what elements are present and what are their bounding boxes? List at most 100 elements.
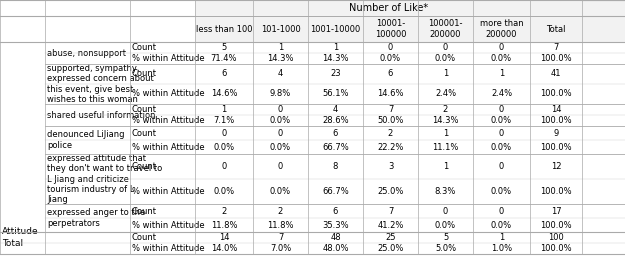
Text: 56.1%: 56.1% xyxy=(322,90,349,98)
Text: 1: 1 xyxy=(499,70,504,78)
Text: 0.0%: 0.0% xyxy=(270,142,291,152)
Text: 7: 7 xyxy=(278,233,283,242)
Text: Count: Count xyxy=(132,129,157,138)
Text: Count: Count xyxy=(132,162,157,171)
Text: 71.4%: 71.4% xyxy=(211,54,238,63)
Text: 0.0%: 0.0% xyxy=(491,221,512,230)
Text: 4: 4 xyxy=(278,70,283,78)
Text: 0: 0 xyxy=(221,129,227,138)
Text: 100.0%: 100.0% xyxy=(540,142,572,152)
Bar xyxy=(473,16,530,42)
Text: 6: 6 xyxy=(332,207,338,215)
Text: 2: 2 xyxy=(443,105,448,114)
Text: expressed anger to the
perpetrators: expressed anger to the perpetrators xyxy=(47,208,145,228)
Text: 4: 4 xyxy=(333,105,338,114)
Text: % within Attitude: % within Attitude xyxy=(132,244,204,253)
Text: 2: 2 xyxy=(221,207,227,215)
Text: 25: 25 xyxy=(385,233,396,242)
Text: 48.0%: 48.0% xyxy=(322,244,349,253)
Bar xyxy=(253,16,308,42)
Text: 100: 100 xyxy=(548,233,564,242)
Text: 5.0%: 5.0% xyxy=(435,244,456,253)
Text: 2.4%: 2.4% xyxy=(435,90,456,98)
Text: 0: 0 xyxy=(443,207,448,215)
Text: 7: 7 xyxy=(553,43,559,52)
Text: 1: 1 xyxy=(333,43,338,52)
Text: 7: 7 xyxy=(388,207,393,215)
Text: Total: Total xyxy=(2,238,23,247)
Text: 66.7%: 66.7% xyxy=(322,187,349,196)
Text: 14: 14 xyxy=(219,233,229,242)
Text: % within Attitude: % within Attitude xyxy=(132,187,204,196)
Text: 0.0%: 0.0% xyxy=(380,54,401,63)
Text: 11.1%: 11.1% xyxy=(432,142,459,152)
Text: 9.8%: 9.8% xyxy=(270,90,291,98)
Text: 6: 6 xyxy=(221,70,227,78)
Text: 28.6%: 28.6% xyxy=(322,116,349,125)
Text: 1: 1 xyxy=(443,70,448,78)
Text: Number of Like*: Number of Like* xyxy=(349,3,428,13)
Text: 0.0%: 0.0% xyxy=(491,142,512,152)
Text: 1: 1 xyxy=(443,129,448,138)
Text: 3: 3 xyxy=(388,162,393,171)
Text: 66.7%: 66.7% xyxy=(322,142,349,152)
Text: 0.0%: 0.0% xyxy=(270,187,291,196)
Text: 14.0%: 14.0% xyxy=(211,244,238,253)
Text: 100.0%: 100.0% xyxy=(540,244,572,253)
Text: 1001-10000: 1001-10000 xyxy=(311,24,361,33)
Text: 25.0%: 25.0% xyxy=(378,187,404,196)
Text: Count: Count xyxy=(132,70,157,78)
Text: 0: 0 xyxy=(499,43,504,52)
Text: 0: 0 xyxy=(278,129,283,138)
Text: 12: 12 xyxy=(551,162,561,171)
Text: more than
200000: more than 200000 xyxy=(480,19,523,39)
Text: 6: 6 xyxy=(388,70,393,78)
Text: 0.0%: 0.0% xyxy=(270,116,291,125)
Text: shared useful information: shared useful information xyxy=(47,110,156,119)
Text: Count: Count xyxy=(132,43,157,52)
Text: % within Attitude: % within Attitude xyxy=(132,221,204,230)
Text: 0: 0 xyxy=(278,105,283,114)
Text: 7: 7 xyxy=(388,105,393,114)
Text: 14.6%: 14.6% xyxy=(378,90,404,98)
Text: 2: 2 xyxy=(278,207,283,215)
Text: 22.2%: 22.2% xyxy=(378,142,404,152)
Text: 0: 0 xyxy=(443,43,448,52)
Text: 1: 1 xyxy=(443,162,448,171)
Text: 41: 41 xyxy=(551,70,561,78)
Text: 0.0%: 0.0% xyxy=(491,187,512,196)
Text: 1: 1 xyxy=(278,43,283,52)
Text: 23: 23 xyxy=(330,70,341,78)
Text: Count: Count xyxy=(132,207,157,215)
Text: 11.8%: 11.8% xyxy=(211,221,238,230)
Text: 0.0%: 0.0% xyxy=(214,187,234,196)
Text: 0: 0 xyxy=(499,162,504,171)
Text: 0: 0 xyxy=(499,129,504,138)
Bar xyxy=(195,0,625,42)
Bar xyxy=(195,0,582,16)
Text: Count: Count xyxy=(132,105,157,114)
Text: 100001-
200000: 100001- 200000 xyxy=(428,19,462,39)
Text: 1: 1 xyxy=(499,233,504,242)
Text: expressed attitude that
they don't want to travel to
L Jiang and criticize
touri: expressed attitude that they don't want … xyxy=(47,154,162,204)
Text: 17: 17 xyxy=(551,207,561,215)
Text: 6: 6 xyxy=(332,129,338,138)
Text: 0: 0 xyxy=(221,162,227,171)
Text: 11.8%: 11.8% xyxy=(268,221,294,230)
Text: % within Attitude: % within Attitude xyxy=(132,116,204,125)
Bar xyxy=(363,16,418,42)
Text: 41.2%: 41.2% xyxy=(378,221,404,230)
Text: 14.6%: 14.6% xyxy=(211,90,238,98)
Text: 9: 9 xyxy=(553,129,559,138)
Text: 0.0%: 0.0% xyxy=(491,54,512,63)
Text: 100.0%: 100.0% xyxy=(540,187,572,196)
Text: 7.1%: 7.1% xyxy=(213,116,234,125)
Text: 14: 14 xyxy=(551,105,561,114)
Text: 7.0%: 7.0% xyxy=(270,244,291,253)
Text: 100.0%: 100.0% xyxy=(540,90,572,98)
Text: 14.3%: 14.3% xyxy=(322,54,349,63)
Text: 0: 0 xyxy=(278,162,283,171)
Text: 2: 2 xyxy=(388,129,393,138)
Text: Attitude: Attitude xyxy=(2,227,39,236)
Text: 14.3%: 14.3% xyxy=(432,116,459,125)
